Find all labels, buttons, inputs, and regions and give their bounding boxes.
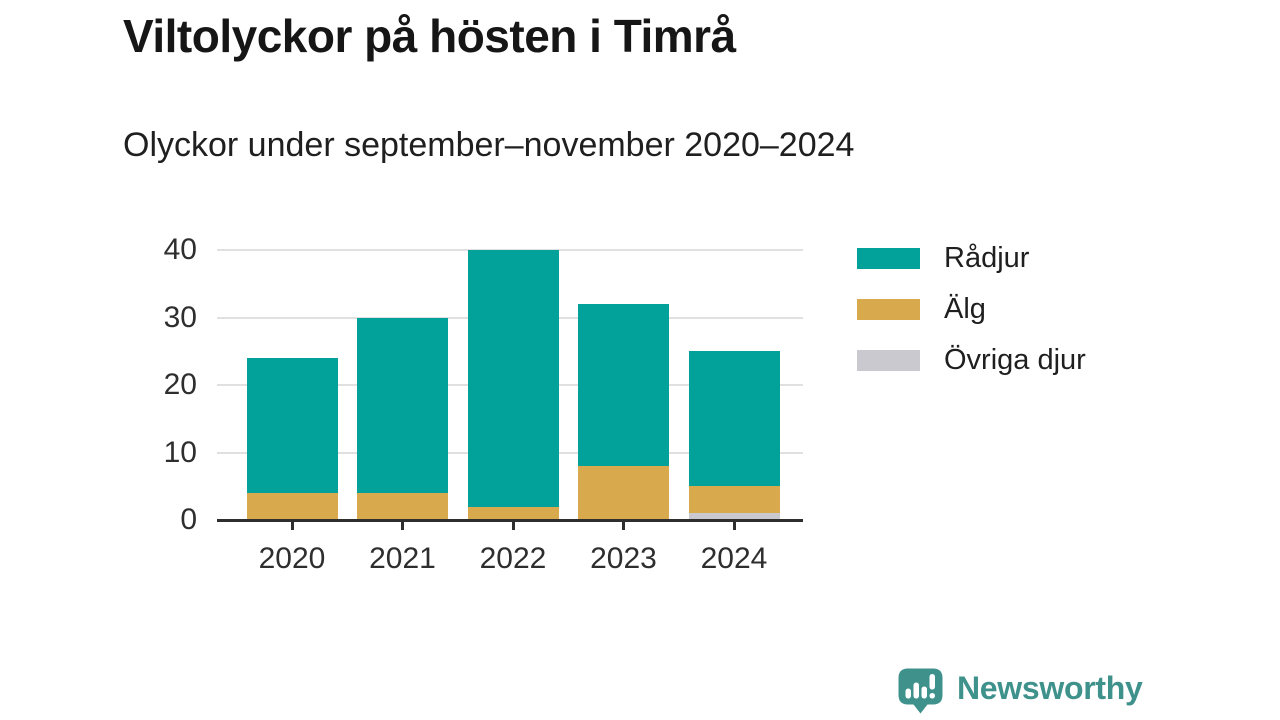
bar-segment [357, 317, 448, 493]
bar-segment [467, 506, 559, 520]
chart-subtitle: Olyckor under september–november 2020–20… [123, 126, 855, 164]
y-axis-label: 0 [180, 503, 197, 536]
legend-label: Rådjur [944, 242, 1030, 274]
y-axis-label: 30 [163, 300, 197, 334]
legend-swatch [857, 349, 920, 371]
bar-segment [688, 513, 780, 520]
newsworthy-logo-icon [898, 668, 943, 714]
x-axis-label: 2021 [369, 542, 436, 575]
x-axis-label: 2024 [700, 542, 768, 575]
bar-segment [688, 351, 780, 487]
chart-legend: Rådjur Älg Övriga djur [857, 241, 1086, 377]
newsworthy-logo-text: Newsworthy [957, 670, 1143, 706]
bar-segment [246, 358, 338, 493]
x-axis-line [217, 518, 803, 522]
newsworthy-logo: Newsworthy [897, 667, 1143, 715]
bar-segment [578, 466, 669, 520]
x-axis-tick [732, 521, 736, 530]
legend-item: Älg [857, 292, 1086, 326]
y-axis-label: 40 [163, 233, 197, 266]
bar-segment [578, 304, 669, 466]
bar-segment [688, 486, 780, 514]
legend-label: Övriga djur [944, 344, 1086, 376]
page-title: Viltolyckor på hösten i Timrå [123, 10, 736, 62]
bar-segment [246, 493, 338, 520]
legend-item: Övriga djur [857, 343, 1086, 377]
y-axis-label: 20 [163, 368, 197, 401]
legend-label: Älg [944, 293, 986, 325]
x-axis-tick [622, 521, 625, 530]
x-axis-tick [290, 521, 294, 530]
legend-swatch [857, 298, 920, 320]
x-axis-label: 2023 [590, 542, 657, 575]
x-axis-tick [401, 521, 404, 530]
bar-segment [467, 250, 559, 507]
x-axis-label: 2020 [258, 542, 326, 575]
legend-swatch [857, 247, 920, 269]
y-axis-label: 10 [163, 435, 197, 469]
legend-item: Rådjur [857, 241, 1086, 275]
x-axis-label: 2022 [479, 542, 547, 575]
x-axis-tick [511, 521, 515, 530]
bar-segment [357, 493, 448, 520]
